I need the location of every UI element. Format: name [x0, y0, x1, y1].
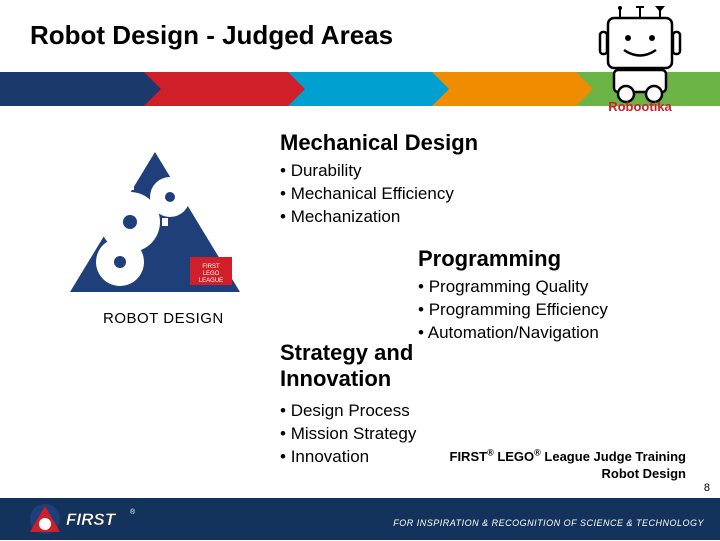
- footer-course-label: FIRST® LEGO® League Judge Training Robot…: [450, 448, 687, 483]
- footer-tagline: FOR INSPIRATION & RECOGNITION OF SCIENCE…: [393, 518, 704, 528]
- bullet-item: Mechanization: [280, 206, 454, 229]
- footer-line2: Robot Design: [602, 466, 687, 481]
- strategy-bullets: Design Process Mission Strategy Innovati…: [280, 400, 416, 469]
- svg-text:FIRST: FIRST: [66, 510, 117, 529]
- bullet-item: Programming Quality: [418, 276, 608, 299]
- first-logo-icon: FIRST ®: [28, 502, 148, 536]
- bullet-item: Innovation: [280, 446, 416, 469]
- mechanical-bullets: Durability Mechanical Efficiency Mechani…: [280, 160, 454, 229]
- ribbon-segment: [144, 72, 288, 106]
- programming-bullets: Programming Quality Programming Efficien…: [418, 276, 608, 345]
- bullet-item: Programming Efficiency: [418, 299, 608, 322]
- svg-text:®: ®: [130, 508, 136, 516]
- mascot-label: Robootika: [608, 99, 672, 114]
- programming-heading: Programming: [418, 246, 561, 272]
- page-number: 8: [704, 482, 710, 494]
- slide-title: Robot Design - Judged Areas: [30, 20, 393, 51]
- svg-text:FIRST: FIRST: [202, 264, 220, 270]
- robot-design-caption: ROBOT DESIGN: [103, 310, 224, 327]
- footer-line1: FIRST® LEGO® League Judge Training: [450, 449, 687, 464]
- ribbon-segment: [288, 72, 432, 106]
- ribbon-segment: [432, 72, 576, 106]
- ribbon-segment: [0, 72, 144, 106]
- bullet-item: Mission Strategy: [280, 423, 416, 446]
- svg-text:LEGO: LEGO: [203, 271, 220, 277]
- strategy-heading: Strategy and Innovation: [280, 340, 480, 392]
- bullet-item: Mechanical Efficiency: [280, 183, 454, 206]
- robootika-mascot-icon: Robootika: [590, 6, 690, 116]
- bullet-item: Design Process: [280, 400, 416, 423]
- robot-design-gears-icon: FIRST LEGO LEAGUE: [60, 142, 250, 302]
- bullet-item: Durability: [280, 160, 454, 183]
- mechanical-heading: Mechanical Design: [280, 130, 478, 156]
- svg-text:LEAGUE: LEAGUE: [199, 278, 223, 284]
